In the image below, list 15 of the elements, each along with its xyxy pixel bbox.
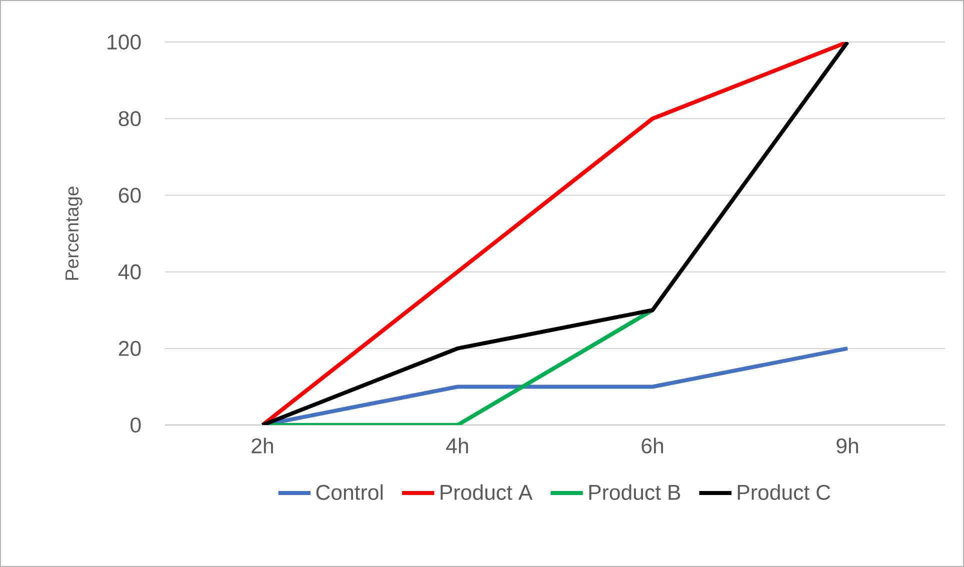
legend-label: Product A: [440, 484, 533, 500]
x-tick-label: 6h: [642, 438, 663, 454]
y-tick-label: 60: [118, 188, 141, 203]
x-tick-label: 2h: [252, 438, 273, 454]
y-tick-label: 0: [130, 417, 141, 433]
y-axis-title: Percentage: [66, 186, 82, 280]
y-tick-label: 20: [118, 340, 141, 356]
legend-label: Product B: [589, 484, 680, 500]
y-tick-label: 80: [118, 111, 141, 126]
y-tick-label: 100: [108, 34, 141, 50]
x-tick-label: 9h: [836, 438, 858, 454]
y-tick-label: 40: [118, 264, 141, 280]
legend-label: Control: [316, 484, 383, 500]
x-tick-label: 4h: [446, 438, 468, 454]
legend-label: Product C: [738, 484, 830, 500]
